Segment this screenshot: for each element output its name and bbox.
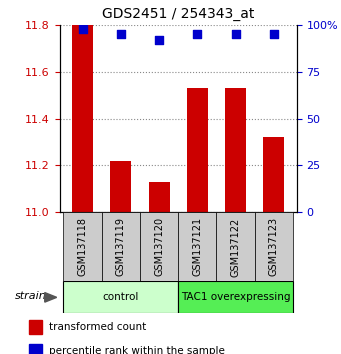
Bar — [140, 212, 178, 281]
Bar — [178, 212, 217, 281]
Bar — [29, 320, 42, 334]
Text: GSM137123: GSM137123 — [269, 217, 279, 276]
Bar — [63, 281, 178, 313]
Bar — [255, 212, 293, 281]
Point — [271, 31, 277, 37]
Text: GSM137119: GSM137119 — [116, 217, 126, 276]
Bar — [217, 212, 255, 281]
Text: control: control — [103, 292, 139, 302]
Bar — [63, 212, 102, 281]
Bar — [72, 25, 93, 212]
Text: GSM137121: GSM137121 — [192, 217, 202, 276]
Text: GSM137118: GSM137118 — [78, 217, 88, 276]
Bar — [187, 88, 208, 212]
Bar — [178, 281, 293, 313]
Bar — [29, 344, 42, 354]
Text: percentile rank within the sample: percentile rank within the sample — [49, 346, 225, 354]
Title: GDS2451 / 254343_at: GDS2451 / 254343_at — [102, 7, 254, 21]
Point — [156, 37, 162, 42]
Text: GSM137122: GSM137122 — [231, 217, 240, 276]
Point — [233, 31, 238, 37]
Text: GSM137120: GSM137120 — [154, 217, 164, 276]
Bar — [110, 161, 131, 212]
Bar — [225, 88, 246, 212]
Text: TAC1 overexpressing: TAC1 overexpressing — [181, 292, 290, 302]
Point — [80, 26, 85, 32]
Bar — [102, 212, 140, 281]
Point — [195, 31, 200, 37]
Text: transformed count: transformed count — [49, 322, 147, 332]
Bar — [263, 137, 284, 212]
Point — [118, 31, 123, 37]
Bar — [149, 182, 169, 212]
Text: strain: strain — [15, 291, 47, 301]
Polygon shape — [45, 292, 57, 302]
